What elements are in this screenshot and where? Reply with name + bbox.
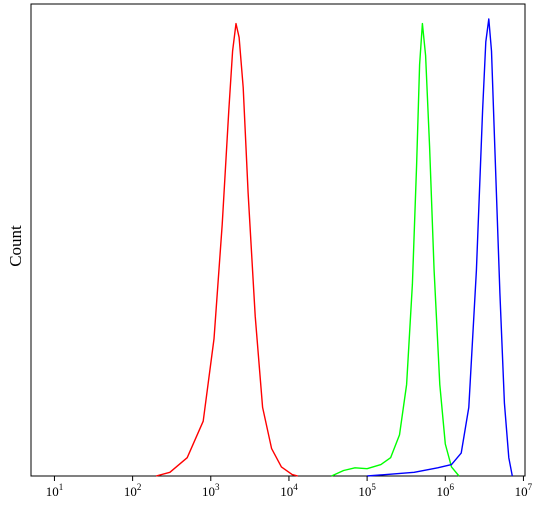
y-axis-label: Count: [6, 225, 25, 267]
series-line-1: [331, 22, 460, 477]
x-tick-label-3: 104: [280, 482, 298, 499]
plot-frame: [30, 3, 526, 477]
series-line-0: [155, 22, 298, 477]
series-layer: [155, 18, 513, 477]
x-tick-label-5: 106: [437, 482, 455, 499]
x-tick-label-2: 103: [202, 482, 220, 499]
x-tick-label-1: 102: [124, 482, 142, 499]
x-axis-ticks: 101 102 103 104 105 106 107: [46, 476, 533, 499]
x-tick-label-0: 101: [46, 482, 64, 499]
series-line-2: [367, 18, 513, 477]
x-tick-label-6: 107: [515, 482, 533, 499]
x-tick-label-4: 105: [358, 482, 376, 499]
